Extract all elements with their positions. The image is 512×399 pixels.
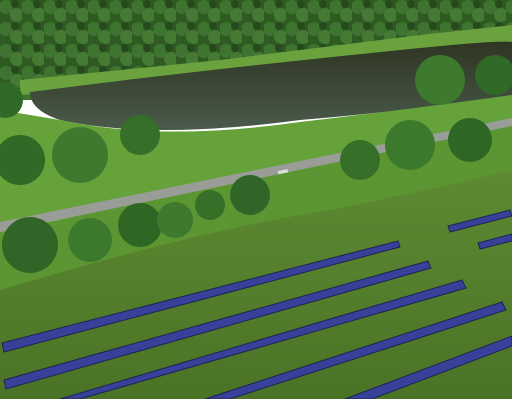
- far-bank: [20, 25, 512, 95]
- riverbank: [0, 95, 512, 225]
- solar-panels: [1, 209, 512, 399]
- road: [0, 118, 512, 232]
- river: [30, 41, 512, 130]
- trees: [0, 55, 512, 273]
